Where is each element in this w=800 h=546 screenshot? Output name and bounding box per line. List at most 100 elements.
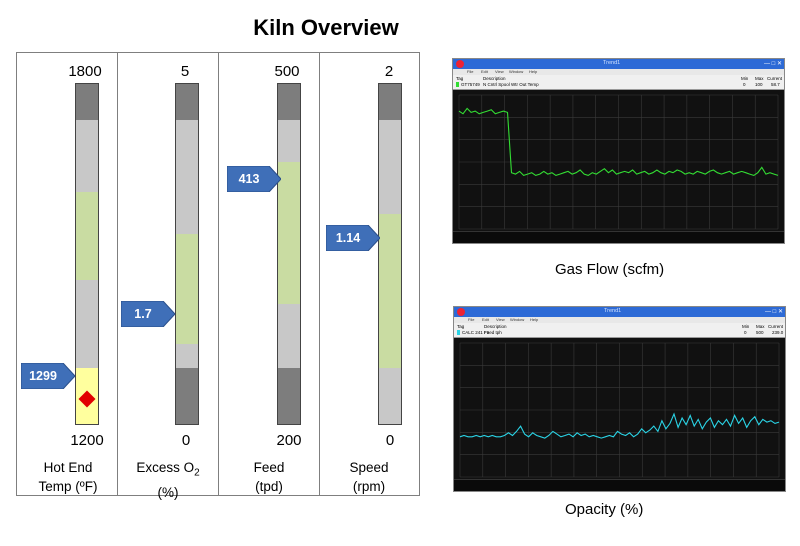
menu-item[interactable]: Help (529, 69, 538, 74)
window-titlebar[interactable]: Trend1 — □ ✕ (453, 59, 784, 69)
gauge-max-label: 2 (384, 63, 394, 80)
time-axis (453, 231, 784, 243)
value-pointer-label: 1.14 (335, 231, 361, 245)
gauge-max-label: 500 (274, 63, 300, 80)
tag-max: 100 (755, 82, 763, 87)
bar-segment (176, 344, 198, 368)
bar-segment (379, 214, 401, 368)
value-pointer-label: 1299 (29, 369, 57, 383)
gauge-bar (75, 83, 99, 425)
col-header-current: Current (768, 324, 784, 329)
gauge-min-label: 0 (181, 432, 191, 449)
window-title: Trend1 (604, 308, 622, 314)
gauge-min-label: 200 (276, 432, 302, 449)
gauge-speed: 2 1.14 0 Speed (rpm) (320, 53, 420, 495)
menu-bar: File Edit View Window Help (453, 69, 784, 75)
divider (319, 53, 320, 495)
gauge-bar (277, 83, 301, 425)
tag-min: 0 (743, 82, 746, 87)
value-pointer: 1.14 (326, 225, 380, 251)
tag-min: 0 (744, 330, 747, 335)
gauge-min-label: 0 (385, 432, 395, 449)
menu-item[interactable]: Edit (482, 317, 489, 322)
tag-name[interactable]: CALC 241 F1 (462, 330, 490, 335)
col-header-min: Min (741, 76, 749, 81)
bar-segment (76, 192, 98, 280)
col-header-description: Description (483, 76, 506, 81)
tag-table: Tag Description Min Max Current CALC 241… (454, 323, 785, 338)
gauge-label-line2: (%) (157, 484, 179, 500)
gauge-max-label: 5 (180, 63, 190, 80)
col-header-max: Max (755, 76, 764, 81)
trend-series-line (458, 107, 779, 177)
gauge-max-label: 1800 (68, 63, 102, 80)
gauge-min-label: 1200 (70, 432, 104, 449)
trend-window-opacity[interactable]: Trend1 — □ ✕ File Edit View Window Help … (453, 306, 786, 492)
value-pointer: 1.7 (121, 301, 175, 327)
bar-segment (176, 120, 198, 234)
bar-segment (76, 84, 98, 120)
trend-caption: Opacity (%) (565, 501, 644, 518)
bar-segment (278, 120, 300, 162)
window-title: Trend1 (603, 60, 621, 66)
series-swatch (456, 82, 459, 87)
gauge-label-line2: (tpd) (255, 479, 283, 494)
window-titlebar[interactable]: Trend1 — □ ✕ (454, 307, 785, 317)
trend-window-gas-flow[interactable]: Trend1 — □ ✕ File Edit View Window Help … (452, 58, 785, 244)
tag-table: Tag Description Min Max Current GT75749 … (453, 75, 784, 90)
trend-series-line (459, 412, 780, 439)
gauge-label-line1: Speed (349, 460, 389, 475)
tag-current: 58.7 (771, 82, 780, 87)
bar-segment (379, 84, 401, 120)
menu-item[interactable]: Edit (481, 69, 488, 74)
menu-item[interactable]: Window (509, 69, 524, 74)
gauge-bar (378, 83, 402, 425)
col-header-tag: Tag (457, 324, 465, 329)
gauge-label: Feed (tpd) (224, 458, 314, 496)
gauge-label: Speed (rpm) (324, 458, 414, 496)
trend-caption: Gas Flow (scfm) (555, 261, 665, 278)
tag-max: 500 (756, 330, 764, 335)
menu-item[interactable]: View (496, 317, 505, 322)
trend-plot[interactable] (453, 89, 784, 234)
trend-plot[interactable] (454, 337, 785, 482)
tag-current: 239.0 (772, 330, 784, 335)
bar-segment (76, 280, 98, 368)
bar-segment (176, 84, 198, 120)
menu-item[interactable]: Help (530, 317, 539, 322)
menu-item[interactable]: View (495, 69, 504, 74)
gauge-label-line1: Feed (253, 460, 285, 475)
bar-segment (278, 84, 300, 120)
gauge-label-line1: Hot End (43, 460, 93, 475)
window-controls[interactable]: — □ ✕ (765, 309, 783, 315)
bar-segment (379, 120, 401, 214)
gauge-excess-o2: 5 1.7 0 Excess O2 (%) (118, 53, 218, 500)
col-header-tag: Tag (456, 76, 464, 81)
value-pointer-label: 413 (238, 172, 260, 186)
value-pointer-label: 1.7 (134, 307, 152, 321)
gauge-label-line2: Temp (ºF) (38, 479, 98, 494)
gauge-label: Hot End Temp (ºF) (23, 458, 113, 496)
bar-segment (176, 234, 198, 344)
col-header-max: Max (756, 324, 765, 329)
bar-segment (278, 162, 300, 304)
bar-segment (278, 304, 300, 368)
bar-segment (278, 368, 300, 424)
divider (117, 53, 118, 495)
value-pointer: 413 (227, 166, 281, 192)
col-header-description: Description (484, 324, 507, 329)
tag-name[interactable]: GT75749 (461, 82, 480, 87)
series-swatch (457, 330, 460, 335)
gauge-feed: 500 413 200 Feed (tpd) (219, 53, 319, 495)
menu-item[interactable]: File (467, 69, 474, 74)
col-header-min: Min (742, 324, 750, 329)
value-pointer: 1299 (21, 363, 75, 389)
menu-item[interactable]: File (468, 317, 475, 322)
window-controls[interactable]: — □ ✕ (764, 61, 782, 67)
col-header-current: Current (767, 76, 783, 81)
app-icon (456, 60, 464, 68)
menu-bar: File Edit View Window Help (454, 317, 785, 323)
gauge-bar (175, 83, 199, 425)
tag-description: Feed tph (484, 330, 502, 335)
menu-item[interactable]: Window (510, 317, 525, 322)
